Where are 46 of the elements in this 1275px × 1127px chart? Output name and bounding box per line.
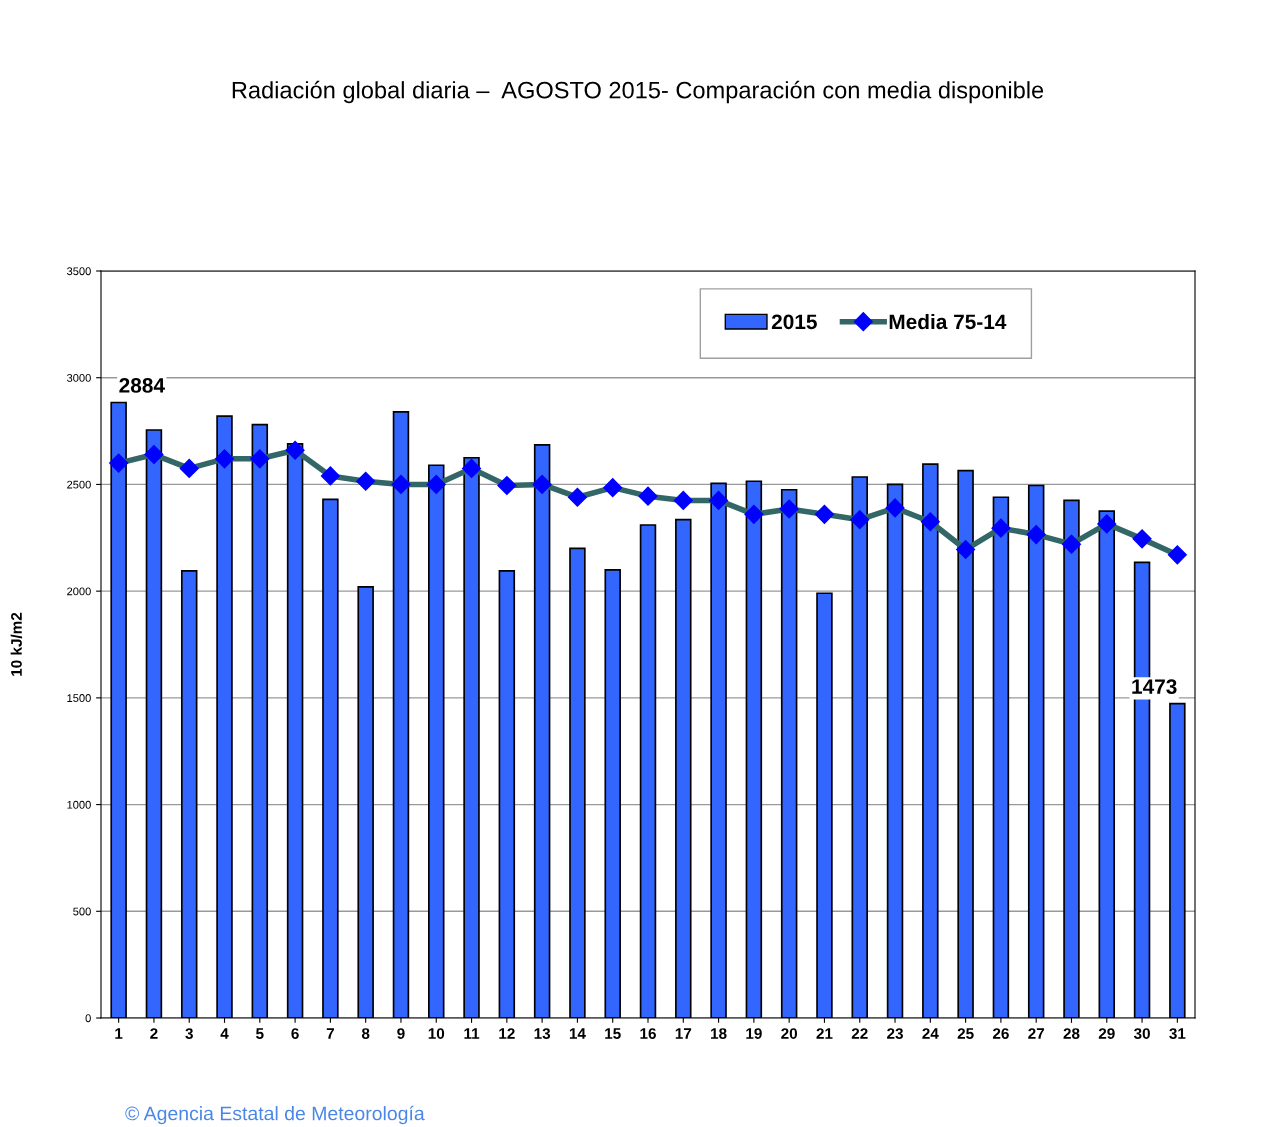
x-tick-label: 17 bbox=[675, 1028, 692, 1039]
y-tick-label: 2000 bbox=[67, 587, 91, 596]
x-tick-label: 29 bbox=[1098, 1028, 1115, 1039]
data-label: 1473 bbox=[1132, 679, 1177, 694]
x-tick-label: 5 bbox=[256, 1028, 264, 1039]
x-tick-label: 11 bbox=[464, 1028, 480, 1039]
legend-label: Media 75-14 bbox=[889, 313, 1007, 330]
chart-title: Radiación global diaria – AGOSTO 2015- Comparación con media disponible bbox=[232, 80, 1044, 104]
x-tick-label: 6 bbox=[291, 1028, 299, 1039]
x-tick-label: 1 bbox=[115, 1028, 123, 1039]
x-tick-label: 9 bbox=[397, 1028, 405, 1039]
data-label: 2884 bbox=[119, 378, 165, 393]
legend-label: 2015 bbox=[771, 314, 817, 330]
x-tick-label: 21 bbox=[816, 1028, 833, 1039]
x-tick-label: 13 bbox=[534, 1028, 551, 1039]
x-tick-label: 27 bbox=[1028, 1028, 1045, 1039]
x-tick-label: 15 bbox=[605, 1028, 621, 1039]
x-tick-label: 26 bbox=[992, 1028, 1009, 1039]
x-tick-label: 28 bbox=[1063, 1028, 1080, 1039]
x-tick-label: 30 bbox=[1133, 1028, 1150, 1039]
x-tick-label: 3 bbox=[185, 1028, 193, 1039]
x-tick-label: 14 bbox=[569, 1028, 586, 1039]
x-tick-label: 19 bbox=[746, 1028, 762, 1039]
x-tick-label: 31 bbox=[1169, 1028, 1186, 1039]
x-tick-label: 20 bbox=[781, 1028, 798, 1039]
y-tick-label: 500 bbox=[73, 907, 91, 916]
y-tick-label: 3500 bbox=[66, 267, 91, 276]
y-tick-label: 2500 bbox=[67, 480, 91, 489]
y-axis-title: 10 kJ/m2 bbox=[10, 612, 23, 676]
text: © Agencia Estatal de Meteorología bbox=[125, 1105, 425, 1125]
x-tick-label: 23 bbox=[887, 1028, 903, 1039]
y-tick-label: 1500 bbox=[67, 694, 91, 702]
x-tick-label: 12 bbox=[499, 1028, 515, 1039]
x-tick-label: 18 bbox=[711, 1028, 727, 1039]
x-tick-label: 24 bbox=[922, 1028, 939, 1039]
x-tick-label: 10 bbox=[428, 1028, 445, 1039]
y-tick-label: 0 bbox=[85, 1014, 91, 1023]
x-tick-label: 16 bbox=[640, 1028, 656, 1039]
x-tick-label: 8 bbox=[361, 1028, 370, 1039]
y-tick-label: 3000 bbox=[66, 373, 91, 382]
x-tick-label: 22 bbox=[851, 1028, 868, 1039]
x-tick-label: 7 bbox=[326, 1028, 334, 1039]
y-tick-label: 1000 bbox=[67, 800, 91, 809]
x-tick-label: 25 bbox=[957, 1028, 974, 1039]
x-tick-label: 2 bbox=[150, 1028, 158, 1039]
x-tick-label: 4 bbox=[220, 1028, 229, 1039]
